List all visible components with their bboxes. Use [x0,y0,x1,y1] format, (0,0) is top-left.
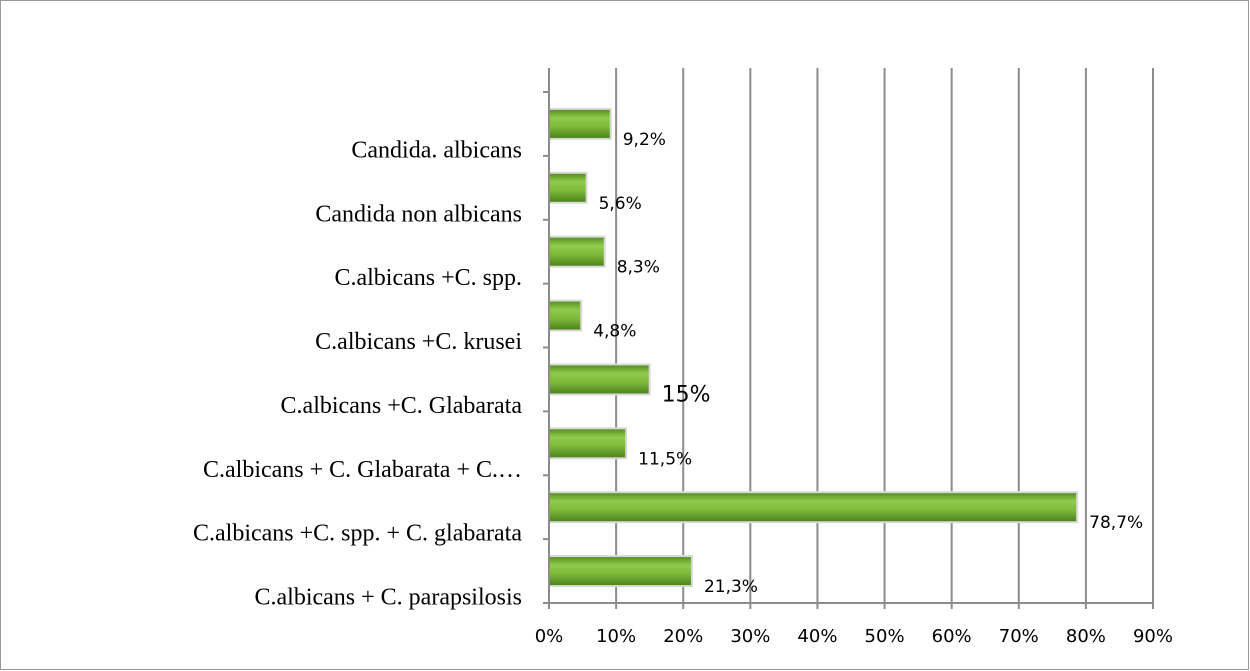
x-tick-label: 20% [663,626,703,647]
bar [548,427,628,460]
value-label: 15% [662,382,711,407]
x-tick-label: 70% [999,626,1039,647]
bar [548,491,1079,524]
value-label: 78,7% [1089,513,1143,533]
y-tick-label: Candida. albicans [351,137,522,163]
x-tick-label: 0% [535,626,564,647]
y-tick-label: C.albicans +C. spp. [334,265,522,291]
value-label: 4,8% [593,322,636,342]
bar [548,299,583,332]
y-tick-label: C.albicans +C. spp. + C. glabarata [193,521,522,547]
bar [548,107,612,140]
y-tick-label: C.albicans + C. parapsilosis [254,585,522,611]
x-tick-label: 90% [1133,626,1173,647]
x-tick-label: 50% [865,626,905,647]
y-tick-label: Candida non albicans [315,201,522,227]
value-label: 11,5% [638,449,692,469]
y-tick-label: C.albicans +C. krusei [315,329,522,355]
bar [548,171,588,204]
x-tick-label: 40% [797,626,837,647]
x-tick-label: 80% [1066,626,1106,647]
y-tick-label: C.albicans +C. Glabarata [281,393,523,419]
value-label: 9,2% [623,130,666,150]
x-tick-label: 10% [596,626,636,647]
value-label: 8,3% [617,258,660,278]
value-label: 5,6% [599,194,642,214]
y-tick-label: C.albicans + C. Glabarata + C.… [203,457,522,483]
value-label: 21,3% [704,577,758,597]
x-tick-label: 60% [932,626,972,647]
bar [548,555,693,588]
bar [548,363,651,396]
bar [548,235,606,268]
x-tick-label: 30% [730,626,770,647]
